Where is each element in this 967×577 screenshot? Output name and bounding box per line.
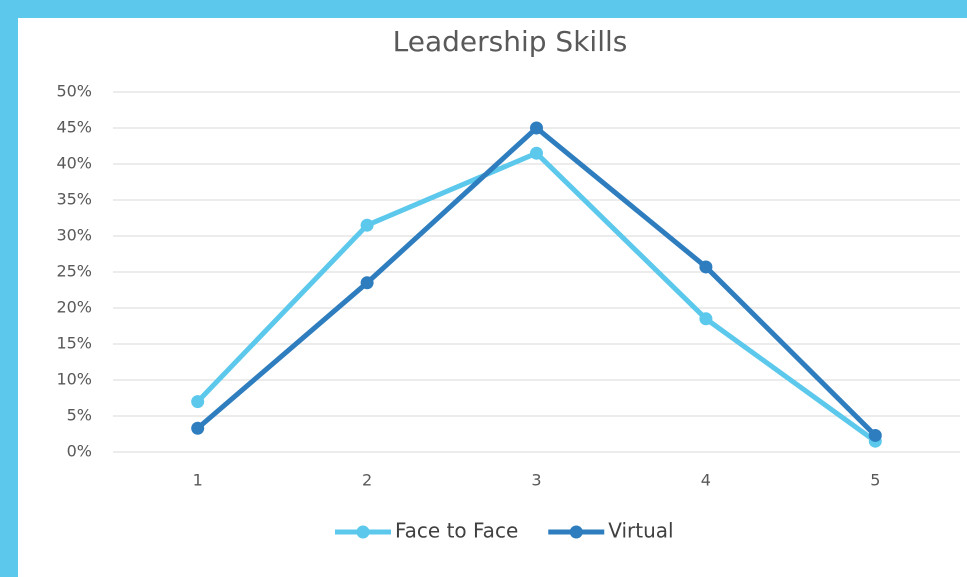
y-tick-label: 50% [56, 82, 92, 101]
y-tick-label: 40% [56, 154, 92, 173]
x-tick-label: 5 [870, 471, 880, 490]
y-tick-label: 10% [56, 370, 92, 389]
x-tick-label: 3 [531, 471, 541, 490]
y-tick-label: 35% [56, 190, 92, 209]
y-tick-label: 5% [67, 406, 92, 425]
x-tick-label: 2 [362, 471, 372, 490]
x-tick-label: 4 [701, 471, 711, 490]
point [699, 312, 713, 326]
y-tick-label: 45% [56, 118, 92, 137]
point [360, 276, 374, 290]
y-tick-label: 20% [56, 298, 92, 317]
legend-marker [569, 525, 583, 539]
point [530, 121, 543, 135]
legend-marker [356, 525, 370, 539]
y-tick-label: 15% [56, 334, 92, 353]
y-tick-label: 30% [56, 226, 92, 245]
point [191, 395, 205, 409]
y-tick-label: 0% [67, 442, 92, 461]
legend-label: Virtual [608, 519, 673, 543]
x-tick-label: 1 [193, 471, 203, 490]
y-tick-label: 25% [56, 262, 92, 281]
point [191, 421, 205, 435]
chart-area [18, 18, 967, 577]
point [868, 428, 882, 442]
legend-label: Face to Face [395, 519, 518, 543]
point [360, 218, 374, 232]
point [699, 260, 713, 274]
point [530, 146, 543, 160]
chart-title: Leadership Skills [393, 25, 628, 58]
